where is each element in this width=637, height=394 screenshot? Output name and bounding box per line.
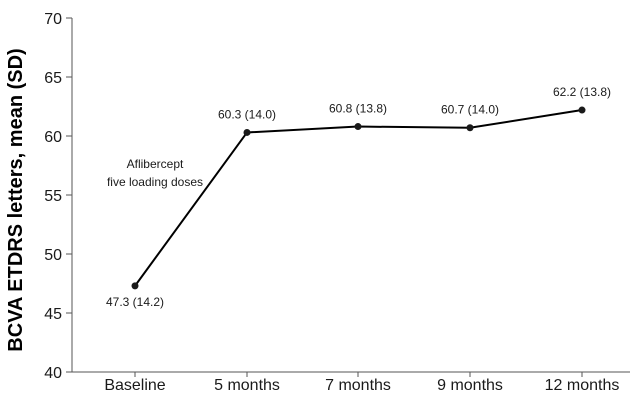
x-tick-label: 12 months (545, 377, 620, 394)
data-label: 60.7 (14.0) (441, 103, 499, 117)
data-label: 60.3 (14.0) (218, 107, 276, 121)
series-line (131, 106, 586, 290)
annotation-line-2: five loading doses (107, 175, 203, 189)
y-tick-label: 45 (44, 306, 62, 323)
y-tick-label: 55 (44, 188, 62, 205)
data-point (466, 124, 474, 132)
x-tick-label: 5 months (214, 377, 280, 394)
data-labels: 47.3 (14.2) 60.3 (14.0) 60.8 (13.8) 60.7 (1… (106, 85, 611, 309)
axes (71, 18, 630, 373)
y-tick-label: 50 (44, 247, 62, 264)
annotation-line-1: Aflibercept (127, 157, 184, 171)
data-label: 47.3 (14.2) (106, 295, 164, 309)
y-tick-label: 60 (44, 129, 62, 146)
x-tick-label: 9 months (437, 377, 503, 394)
y-axis-ticks: 40 45 50 55 60 65 70 (44, 11, 72, 382)
x-tick-label: 7 months (325, 377, 391, 394)
data-point (131, 282, 139, 290)
data-point (243, 128, 251, 136)
x-tick-label: Baseline (104, 377, 165, 394)
data-point (354, 123, 362, 131)
y-tick-label: 40 (44, 365, 62, 382)
y-tick-label: 70 (44, 11, 62, 28)
series-polyline (134, 109, 583, 287)
y-tick-label: 65 (44, 70, 62, 87)
y-axis-label: BCVA ETDRS letters, mean (SD) (5, 48, 27, 351)
data-point (578, 106, 586, 114)
data-label: 62.2 (13.8) (553, 85, 611, 99)
x-axis-ticks: Baseline 5 months 7 months 9 months 12 month… (104, 372, 619, 394)
data-label: 60.8 (13.8) (329, 102, 387, 116)
